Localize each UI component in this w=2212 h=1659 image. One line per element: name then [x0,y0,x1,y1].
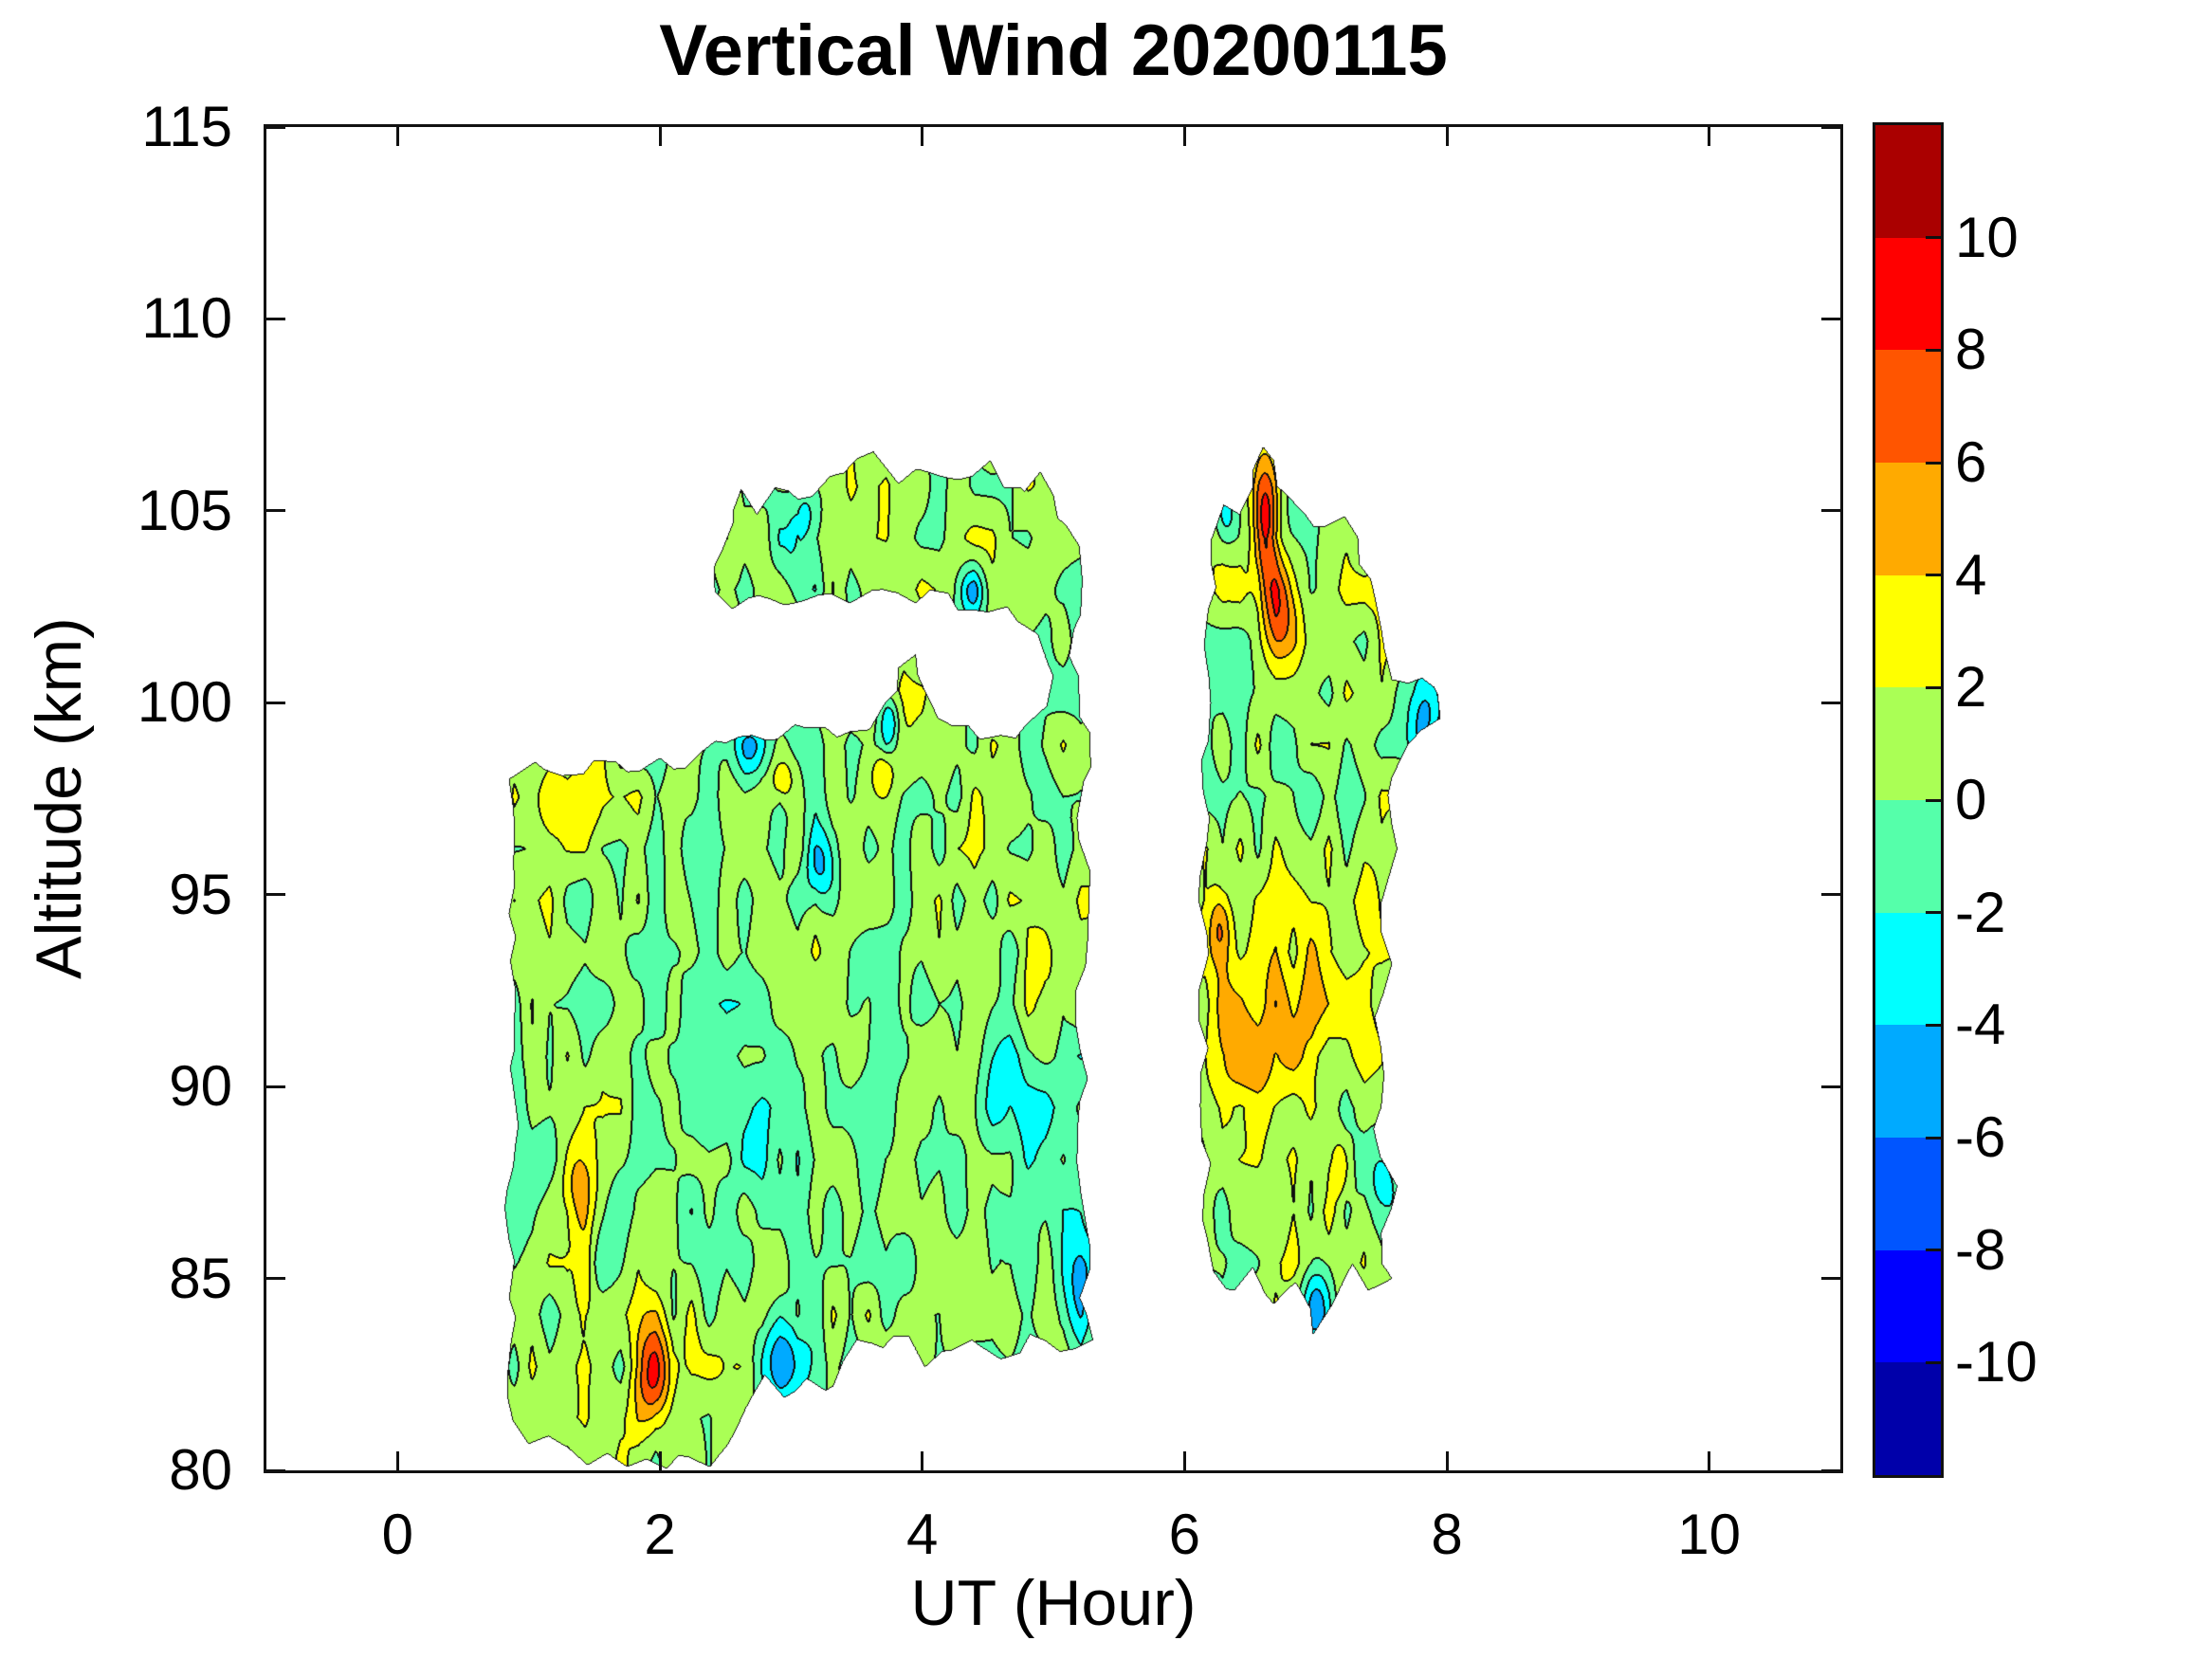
colorbar-band [1875,687,1941,801]
y-tick-mark-right [1821,509,1840,513]
colorbar-band [1875,800,1941,913]
y-tick-mark-right [1821,701,1840,704]
colorbar-band [1875,463,1941,575]
y-tick-label: 80 [169,1438,232,1502]
y-tick-mark [266,893,285,897]
colorbar-tick-label: 8 [1955,318,1987,382]
x-axis-label: UT (Hour) [910,1567,1197,1639]
y-tick-label: 100 [137,670,232,735]
x-tick-mark [1445,1451,1449,1470]
x-tick-mark [921,1451,924,1470]
x-tick-mark [395,1451,399,1470]
x-tick-mark-top [1708,127,1711,146]
y-tick-label: 110 [141,286,232,351]
x-tick-label: 8 [1431,1503,1463,1566]
x-tick-label: 10 [1677,1503,1742,1566]
y-tick-label: 115 [141,95,232,158]
x-tick-mark-top [1445,127,1449,146]
y-tick-mark [266,1277,285,1281]
x-tick-mark-top [395,127,399,146]
plot-axes-box [264,124,1843,1473]
colorbar-tick-label: -6 [1955,1105,2006,1169]
y-tick-mark-right [1821,1468,1840,1472]
y-tick-mark-right [1821,125,1840,129]
colorbar [1873,122,1944,1478]
contour-plot-canvas [266,127,1840,1470]
y-tick-mark-right [1821,1085,1840,1088]
y-tick-label: 95 [169,862,232,926]
colorbar-tick-mark [1926,574,1941,577]
colorbar-tick-mark [1926,348,1941,352]
colorbar-tick-mark [1926,236,1941,240]
y-tick-label: 90 [169,1054,232,1119]
y-tick-mark [266,1468,285,1472]
colorbar-tick-mark [1926,461,1941,465]
colorbar-tick-label: 4 [1955,542,1987,607]
colorbar-band [1875,350,1941,464]
y-tick-label: 85 [169,1246,232,1310]
y-axis-label: Altitude (km) [23,617,95,979]
colorbar-band [1875,574,1941,688]
colorbar-band [1875,1362,1941,1476]
x-tick-label: 0 [381,1503,414,1566]
colorbar-tick-label: -4 [1955,993,2006,1057]
plot-title: Vertical Wind 20200115 [659,10,1448,91]
colorbar-tick-mark [1926,1136,1941,1139]
colorbar-tick-mark [1926,911,1941,915]
x-tick-mark [1708,1451,1711,1470]
colorbar-tick-label: -8 [1955,1217,2006,1282]
x-tick-mark [1182,1451,1186,1470]
y-tick-mark-right [1821,1277,1840,1281]
colorbar-band [1875,912,1941,1026]
colorbar-band [1875,1025,1941,1139]
y-tick-mark [266,1085,285,1088]
colorbar-band [1875,125,1941,238]
y-tick-label: 105 [137,478,232,542]
y-tick-mark [266,125,285,129]
y-tick-mark [266,701,285,704]
colorbar-tick-mark [1926,1023,1941,1027]
colorbar-tick-label: -2 [1955,880,2006,944]
x-tick-mark [658,1451,662,1470]
y-tick-mark-right [1821,893,1840,897]
x-tick-label: 4 [905,1503,939,1566]
colorbar-tick-mark [1926,1249,1941,1252]
colorbar-tick-mark [1926,685,1941,689]
colorbar-tick-label: 0 [1955,768,1987,831]
x-tick-label: 6 [1168,1503,1201,1566]
x-tick-mark-top [658,127,662,146]
x-tick-mark-top [921,127,924,146]
colorbar-band [1875,1138,1941,1250]
colorbar-tick-label: 10 [1955,205,2019,269]
y-tick-mark [266,509,285,513]
colorbar-tick-label: 6 [1955,430,1987,494]
x-tick-mark-top [1182,127,1186,146]
colorbar-tick-mark [1926,798,1941,802]
colorbar-band [1875,1249,1941,1363]
x-tick-label: 2 [644,1503,676,1566]
colorbar-tick-mark [1926,1360,1941,1364]
y-tick-mark-right [1821,317,1840,320]
y-tick-mark [266,317,285,320]
colorbar-band [1875,237,1941,351]
colorbar-tick-label: -10 [1955,1330,2038,1395]
colorbar-tick-label: 2 [1955,655,1987,720]
